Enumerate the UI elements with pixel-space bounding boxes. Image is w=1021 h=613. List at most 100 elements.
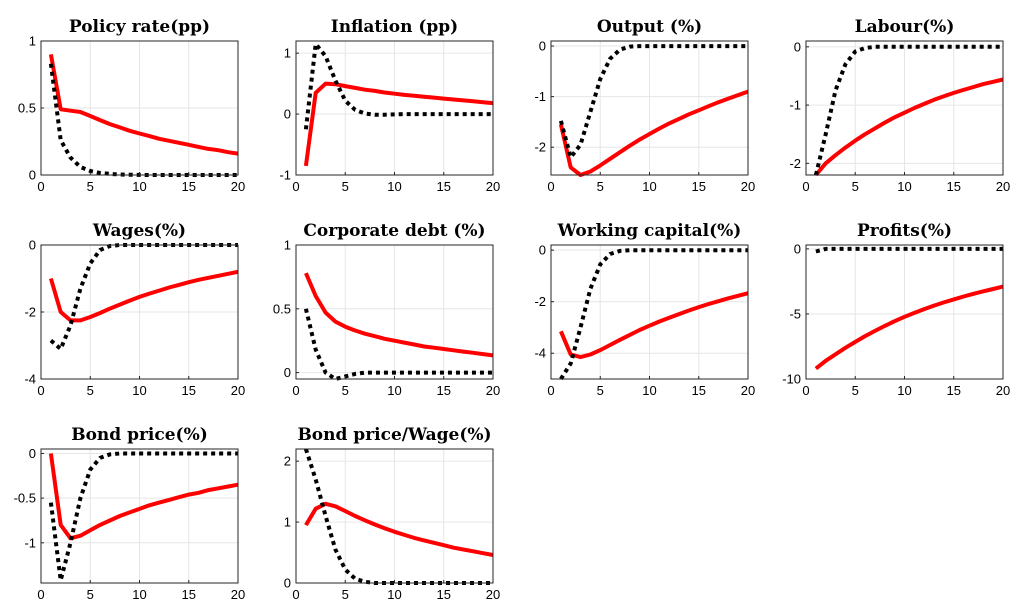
panel-working-capital: 0 5 10 15 20 -4 -2 0 Working capital(%)	[534, 221, 755, 398]
x-tick-label: 5	[87, 179, 94, 194]
x-tick-label: 20	[486, 179, 500, 194]
panel-policy-rate-pp: 0 5 10 15 20 0 0.5 1 Policy rate(pp)	[18, 17, 245, 194]
solid-series-line	[561, 92, 748, 175]
panel-bond-price: 0 5 10 15 20 -1 -0.5 0 Bond price(%)	[14, 425, 246, 602]
y-tick-label: 0	[29, 446, 36, 461]
x-tick-label: 15	[437, 383, 451, 398]
y-tick-label: -2	[24, 305, 36, 320]
x-tick-label: 0	[292, 383, 299, 398]
panel-title: Corporate debt (%)	[303, 221, 485, 241]
panel-title: Bond price(%)	[71, 425, 208, 445]
dotted-series-line	[51, 454, 238, 581]
x-tick-label: 15	[182, 383, 196, 398]
panel-output: 0 5 10 15 20 -2 -1 0 Output (%)	[534, 17, 755, 194]
x-tick-label: 0	[547, 383, 554, 398]
dotted-series-line	[561, 250, 748, 379]
x-tick-label: 20	[996, 383, 1010, 398]
x-tick-label: 0	[547, 179, 554, 194]
dotted-series-line	[306, 449, 493, 583]
y-tick-label: -0.5	[14, 491, 36, 506]
x-tick-label: 10	[132, 587, 146, 602]
solid-series-line	[306, 84, 493, 166]
y-tick-label: 2	[284, 454, 291, 469]
x-tick-label: 5	[342, 587, 349, 602]
x-tick-label: 0	[37, 179, 44, 194]
x-tick-label: 5	[342, 383, 349, 398]
x-tick-label: 0	[292, 179, 299, 194]
x-tick-label: 10	[642, 179, 656, 194]
x-tick-label: 20	[996, 179, 1010, 194]
x-tick-label: 20	[486, 383, 500, 398]
y-tick-label: 0	[794, 241, 801, 256]
y-tick-label: 0	[794, 39, 801, 54]
dotted-series-line	[51, 64, 238, 175]
y-tick-label: 0.5	[18, 101, 36, 116]
dotted-series-line	[306, 44, 493, 129]
solid-series-line	[561, 293, 748, 357]
y-tick-label: 1	[284, 46, 291, 61]
x-tick-label: 15	[692, 383, 706, 398]
y-tick-label: -2	[534, 294, 546, 309]
panel-title: Wages(%)	[92, 221, 186, 241]
panel-title: Bond price/Wage(%)	[297, 425, 491, 445]
x-tick-label: 15	[947, 383, 961, 398]
solid-series-line	[51, 454, 238, 539]
panel-labour: 0 5 10 15 20 -2 -1 0 Labour(%)	[789, 17, 1010, 194]
x-tick-label: 10	[132, 383, 146, 398]
x-tick-label: 0	[802, 179, 809, 194]
x-tick-label: 20	[231, 179, 245, 194]
panel-title: Output (%)	[597, 17, 702, 37]
x-tick-label: 15	[182, 179, 196, 194]
x-tick-label: 0	[802, 383, 809, 398]
solid-series-line	[306, 504, 493, 555]
x-tick-label: 15	[692, 179, 706, 194]
x-tick-label: 5	[852, 383, 859, 398]
x-tick-label: 20	[231, 383, 245, 398]
panel-bond-price-wage: 0 5 10 15 20 0 1 2 Bond price/Wage(%)	[284, 425, 500, 602]
y-tick-label: 0	[284, 365, 291, 380]
x-tick-label: 15	[182, 587, 196, 602]
x-tick-label: 10	[897, 383, 911, 398]
x-tick-label: 5	[597, 179, 604, 194]
solid-series-line	[51, 54, 238, 153]
panel-profits: 0 5 10 15 20 -10 -5 0 Profits(%)	[782, 221, 1010, 398]
x-tick-label: 0	[37, 587, 44, 602]
y-tick-label: 1	[29, 34, 36, 49]
x-tick-label: 20	[486, 587, 500, 602]
y-tick-label: -10	[782, 372, 801, 387]
solid-series-line	[816, 80, 1003, 176]
solid-series-line	[816, 287, 1003, 369]
x-tick-label: 5	[852, 179, 859, 194]
panel-title: Inflation (pp)	[331, 17, 458, 37]
y-tick-label: -5	[789, 306, 801, 321]
y-tick-label: 1	[284, 238, 291, 253]
y-tick-label: 0	[539, 243, 546, 258]
y-tick-label: 0	[539, 39, 546, 54]
x-tick-label: 10	[387, 179, 401, 194]
panel-title: Working capital(%)	[557, 221, 742, 241]
x-tick-label: 5	[87, 587, 94, 602]
x-tick-label: 20	[741, 383, 755, 398]
x-tick-label: 5	[87, 383, 94, 398]
panel-title: Labour(%)	[855, 17, 955, 37]
y-tick-label: -4	[24, 372, 36, 387]
y-tick-label: -1	[789, 98, 801, 113]
x-tick-label: 5	[342, 179, 349, 194]
x-tick-label: 10	[387, 587, 401, 602]
x-tick-label: 20	[231, 587, 245, 602]
panel-corporate-debt: 0 5 10 15 20 0 0.5 1 Corporate debt (%)	[273, 221, 500, 398]
y-tick-label: 1	[284, 515, 291, 530]
y-tick-label: 0	[284, 107, 291, 122]
y-tick-label: -2	[534, 140, 546, 155]
x-tick-label: 10	[387, 383, 401, 398]
x-tick-label: 15	[947, 179, 961, 194]
x-tick-label: 5	[597, 383, 604, 398]
panel-title: Policy rate(pp)	[69, 17, 210, 37]
y-tick-label: 0	[29, 238, 36, 253]
solid-series-line	[306, 273, 493, 355]
x-tick-label: 10	[642, 383, 656, 398]
panel-title: Profits(%)	[857, 221, 952, 241]
y-tick-label: -1	[279, 168, 291, 183]
